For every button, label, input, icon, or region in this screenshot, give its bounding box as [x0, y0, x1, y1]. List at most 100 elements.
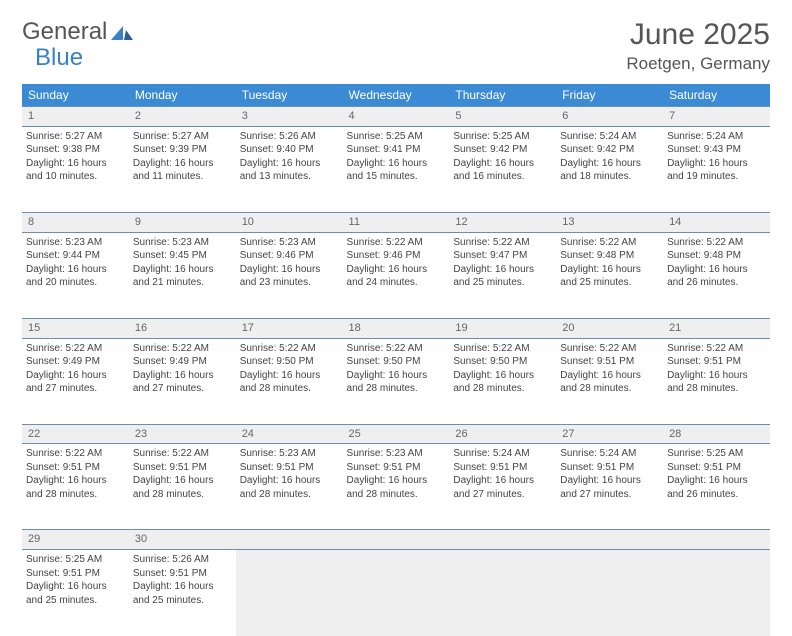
daylight-line: Daylight: 16 hours and 11 minutes. — [133, 157, 232, 184]
weekday-header: Thursday — [449, 84, 556, 107]
sunrise-line: Sunrise: 5:25 AM — [453, 130, 552, 144]
day-number-cell — [556, 530, 663, 550]
day-number-cell: 16 — [129, 318, 236, 338]
day-number-cell: 26 — [449, 424, 556, 444]
sunset-line: Sunset: 9:51 PM — [667, 461, 766, 475]
day-cell: Sunrise: 5:22 AMSunset: 9:51 PMDaylight:… — [22, 444, 129, 530]
day-cell: Sunrise: 5:23 AMSunset: 9:46 PMDaylight:… — [236, 232, 343, 318]
day-cell: Sunrise: 5:26 AMSunset: 9:51 PMDaylight:… — [129, 550, 236, 636]
daylight-line: Daylight: 16 hours and 25 minutes. — [133, 580, 232, 607]
empty-cell — [236, 550, 343, 636]
day-number-cell: 8 — [22, 212, 129, 232]
day-number-cell: 20 — [556, 318, 663, 338]
day-cell: Sunrise: 5:22 AMSunset: 9:48 PMDaylight:… — [556, 232, 663, 318]
sunset-line: Sunset: 9:51 PM — [560, 461, 659, 475]
day-cell: Sunrise: 5:22 AMSunset: 9:48 PMDaylight:… — [663, 232, 770, 318]
day-cell: Sunrise: 5:25 AMSunset: 9:51 PMDaylight:… — [22, 550, 129, 636]
empty-cell — [663, 550, 770, 636]
weekday-header-row: Sunday Monday Tuesday Wednesday Thursday… — [22, 84, 770, 107]
daylight-line: Daylight: 16 hours and 21 minutes. — [133, 263, 232, 290]
sunrise-line: Sunrise: 5:22 AM — [453, 342, 552, 356]
daylight-line: Daylight: 16 hours and 28 minutes. — [347, 474, 446, 501]
week-row: Sunrise: 5:25 AMSunset: 9:51 PMDaylight:… — [22, 550, 770, 636]
daynum-row: 891011121314 — [22, 212, 770, 232]
daylight-line: Daylight: 16 hours and 20 minutes. — [26, 263, 125, 290]
sunset-line: Sunset: 9:51 PM — [667, 355, 766, 369]
sunset-line: Sunset: 9:51 PM — [560, 355, 659, 369]
sunset-line: Sunset: 9:50 PM — [240, 355, 339, 369]
sunset-line: Sunset: 9:51 PM — [240, 461, 339, 475]
daylight-line: Daylight: 16 hours and 10 minutes. — [26, 157, 125, 184]
day-number-cell: 9 — [129, 212, 236, 232]
day-cell: Sunrise: 5:22 AMSunset: 9:49 PMDaylight:… — [22, 338, 129, 424]
daylight-line: Daylight: 16 hours and 28 minutes. — [240, 369, 339, 396]
day-cell: Sunrise: 5:25 AMSunset: 9:41 PMDaylight:… — [343, 126, 450, 212]
daylight-line: Daylight: 16 hours and 28 minutes. — [347, 369, 446, 396]
sunset-line: Sunset: 9:48 PM — [560, 249, 659, 263]
day-cell: Sunrise: 5:22 AMSunset: 9:49 PMDaylight:… — [129, 338, 236, 424]
daylight-line: Daylight: 16 hours and 24 minutes. — [347, 263, 446, 290]
sunrise-line: Sunrise: 5:23 AM — [347, 447, 446, 461]
day-number-cell: 18 — [343, 318, 450, 338]
sunset-line: Sunset: 9:43 PM — [667, 143, 766, 157]
daylight-line: Daylight: 16 hours and 27 minutes. — [26, 369, 125, 396]
day-number-cell: 14 — [663, 212, 770, 232]
day-cell: Sunrise: 5:25 AMSunset: 9:42 PMDaylight:… — [449, 126, 556, 212]
day-cell: Sunrise: 5:27 AMSunset: 9:38 PMDaylight:… — [22, 126, 129, 212]
sunset-line: Sunset: 9:39 PM — [133, 143, 232, 157]
empty-cell — [343, 550, 450, 636]
weekday-header: Tuesday — [236, 84, 343, 107]
weekday-header: Sunday — [22, 84, 129, 107]
day-cell: Sunrise: 5:23 AMSunset: 9:44 PMDaylight:… — [22, 232, 129, 318]
header: General June 2025 Roetgen, Germany — [22, 18, 770, 74]
day-cell: Sunrise: 5:27 AMSunset: 9:39 PMDaylight:… — [129, 126, 236, 212]
day-cell: Sunrise: 5:25 AMSunset: 9:51 PMDaylight:… — [663, 444, 770, 530]
daylight-line: Daylight: 16 hours and 18 minutes. — [560, 157, 659, 184]
sunrise-line: Sunrise: 5:26 AM — [240, 130, 339, 144]
weekday-header: Monday — [129, 84, 236, 107]
logo: General — [22, 18, 135, 46]
sunrise-line: Sunrise: 5:23 AM — [240, 447, 339, 461]
sunrise-line: Sunrise: 5:23 AM — [240, 236, 339, 250]
day-cell: Sunrise: 5:22 AMSunset: 9:46 PMDaylight:… — [343, 232, 450, 318]
day-cell: Sunrise: 5:23 AMSunset: 9:51 PMDaylight:… — [236, 444, 343, 530]
day-number-cell — [343, 530, 450, 550]
sunrise-line: Sunrise: 5:22 AM — [240, 342, 339, 356]
logo-sail-icon — [111, 24, 133, 40]
day-cell: Sunrise: 5:22 AMSunset: 9:51 PMDaylight:… — [129, 444, 236, 530]
sunrise-line: Sunrise: 5:24 AM — [667, 130, 766, 144]
location: Roetgen, Germany — [626, 54, 770, 74]
sunset-line: Sunset: 9:38 PM — [26, 143, 125, 157]
week-row: Sunrise: 5:27 AMSunset: 9:38 PMDaylight:… — [22, 126, 770, 212]
sunrise-line: Sunrise: 5:22 AM — [560, 342, 659, 356]
day-number-cell: 29 — [22, 530, 129, 550]
daynum-row: 2930 — [22, 530, 770, 550]
daynum-row: 15161718192021 — [22, 318, 770, 338]
day-number-cell — [663, 530, 770, 550]
day-number-cell: 30 — [129, 530, 236, 550]
sunrise-line: Sunrise: 5:24 AM — [453, 447, 552, 461]
empty-cell — [449, 550, 556, 636]
day-cell: Sunrise: 5:22 AMSunset: 9:50 PMDaylight:… — [449, 338, 556, 424]
day-cell: Sunrise: 5:24 AMSunset: 9:51 PMDaylight:… — [556, 444, 663, 530]
day-cell: Sunrise: 5:22 AMSunset: 9:47 PMDaylight:… — [449, 232, 556, 318]
sunrise-line: Sunrise: 5:22 AM — [667, 342, 766, 356]
sunrise-line: Sunrise: 5:22 AM — [133, 447, 232, 461]
sunrise-line: Sunrise: 5:26 AM — [133, 553, 232, 567]
sunrise-line: Sunrise: 5:24 AM — [560, 130, 659, 144]
weekday-header: Saturday — [663, 84, 770, 107]
day-cell: Sunrise: 5:23 AMSunset: 9:45 PMDaylight:… — [129, 232, 236, 318]
weekday-header: Wednesday — [343, 84, 450, 107]
day-number-cell: 11 — [343, 212, 450, 232]
daylight-line: Daylight: 16 hours and 27 minutes. — [133, 369, 232, 396]
sunset-line: Sunset: 9:51 PM — [347, 461, 446, 475]
sunrise-line: Sunrise: 5:22 AM — [453, 236, 552, 250]
week-row: Sunrise: 5:23 AMSunset: 9:44 PMDaylight:… — [22, 232, 770, 318]
day-cell: Sunrise: 5:22 AMSunset: 9:50 PMDaylight:… — [236, 338, 343, 424]
sunrise-line: Sunrise: 5:27 AM — [26, 130, 125, 144]
sunrise-line: Sunrise: 5:22 AM — [347, 342, 446, 356]
logo-text-part2: Blue — [35, 44, 83, 72]
day-number-cell: 22 — [22, 424, 129, 444]
daylight-line: Daylight: 16 hours and 27 minutes. — [560, 474, 659, 501]
sunset-line: Sunset: 9:40 PM — [240, 143, 339, 157]
